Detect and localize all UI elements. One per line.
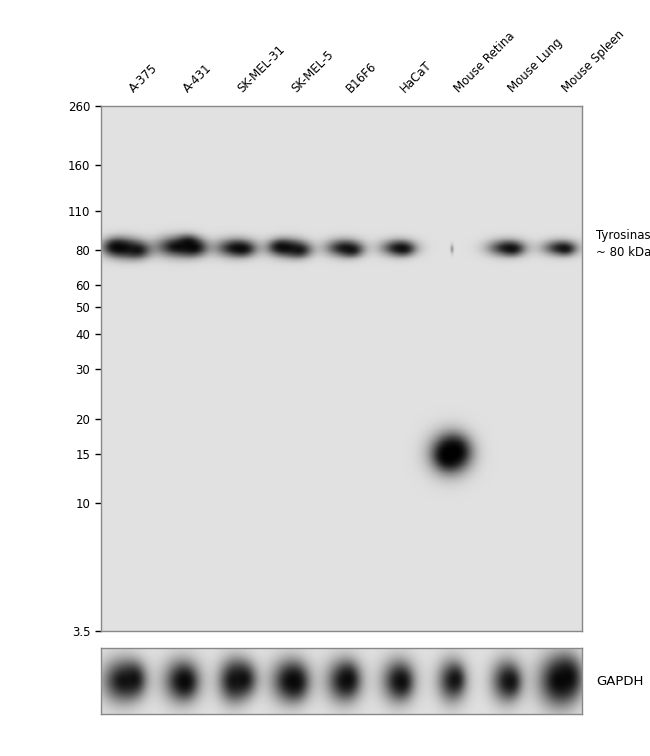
Text: A-431: A-431 (181, 62, 215, 95)
Text: SK-MEL-5: SK-MEL-5 (289, 48, 337, 95)
Text: B16F6: B16F6 (344, 60, 379, 95)
Text: HaCaT: HaCaT (398, 59, 434, 95)
Text: GAPDH: GAPDH (596, 674, 644, 688)
Text: Mouse Lung: Mouse Lung (506, 36, 565, 95)
Text: Mouse Spleen: Mouse Spleen (560, 28, 627, 95)
Text: A-375: A-375 (127, 62, 161, 95)
Text: Tyrosinase
~ 80 kDa: Tyrosinase ~ 80 kDa (596, 229, 650, 259)
Text: SK-MEL-31: SK-MEL-31 (235, 43, 288, 95)
Text: Mouse Retina: Mouse Retina (452, 29, 517, 95)
